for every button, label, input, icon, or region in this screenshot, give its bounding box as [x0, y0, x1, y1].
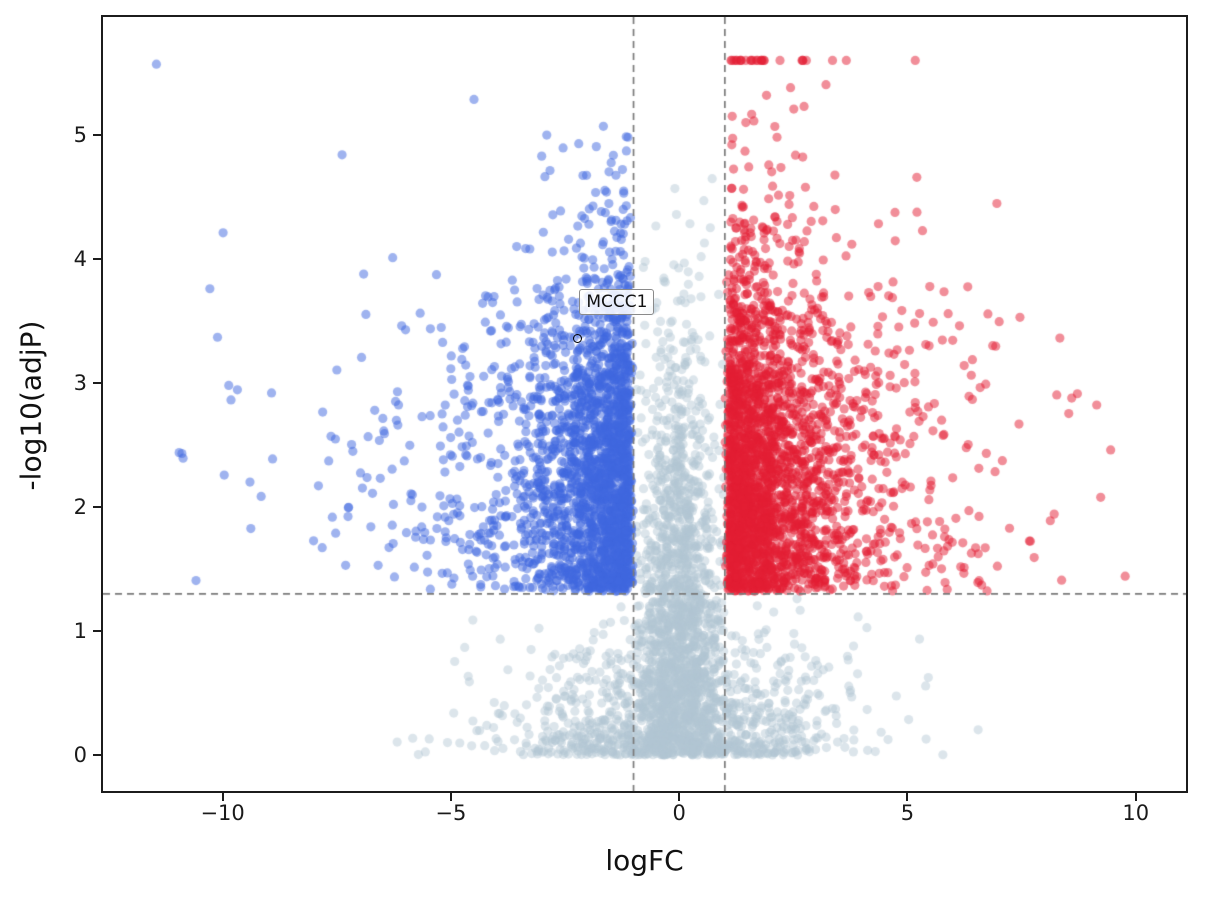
y-tick-mark — [93, 257, 101, 260]
x-tick-label: −5 — [435, 801, 467, 825]
y-axis-label: -log10(adjP) — [14, 320, 48, 491]
y-tick-mark — [93, 754, 101, 757]
y-tick-label: 3 — [73, 370, 87, 395]
x-tick-mark — [449, 793, 452, 801]
y-tick-mark — [93, 381, 101, 384]
y-tick-mark — [93, 505, 101, 508]
y-tick-label: 4 — [73, 246, 87, 271]
x-axis-label: logFC — [605, 844, 684, 877]
x-tick-label: 5 — [900, 801, 915, 825]
x-tick-mark — [906, 793, 909, 801]
y-tick-label: 5 — [73, 122, 87, 147]
x-tick-label: 0 — [672, 801, 686, 825]
plot-area: MCCC1 — [101, 15, 1188, 793]
x-tick-label: 10 — [1122, 801, 1150, 825]
mccc1-annotation-marker — [572, 333, 582, 343]
y-tick-label: 2 — [73, 494, 87, 519]
x-tick-mark — [221, 793, 224, 801]
scatter-points-canvas — [103, 17, 1186, 791]
x-tick-mark — [678, 793, 681, 801]
mccc1-annotation-label: MCCC1 — [579, 289, 655, 316]
y-tick-label: 1 — [73, 618, 87, 643]
y-tick-mark — [93, 629, 101, 632]
x-tick-label: −10 — [200, 801, 245, 825]
x-tick-mark — [1134, 793, 1137, 801]
y-tick-mark — [93, 133, 101, 136]
y-tick-label: 0 — [73, 743, 87, 768]
